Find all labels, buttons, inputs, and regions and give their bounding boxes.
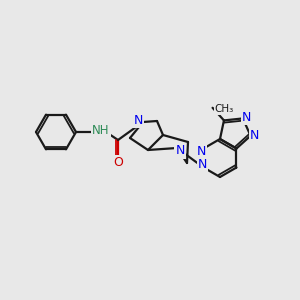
Text: N: N bbox=[250, 129, 259, 142]
Text: NH: NH bbox=[92, 124, 110, 137]
Text: N: N bbox=[242, 111, 251, 124]
Text: N: N bbox=[197, 145, 206, 158]
Text: N: N bbox=[198, 158, 207, 171]
Text: N: N bbox=[133, 113, 143, 127]
Text: N: N bbox=[175, 145, 185, 158]
Text: CH₃: CH₃ bbox=[214, 104, 234, 114]
Text: O: O bbox=[113, 155, 123, 169]
